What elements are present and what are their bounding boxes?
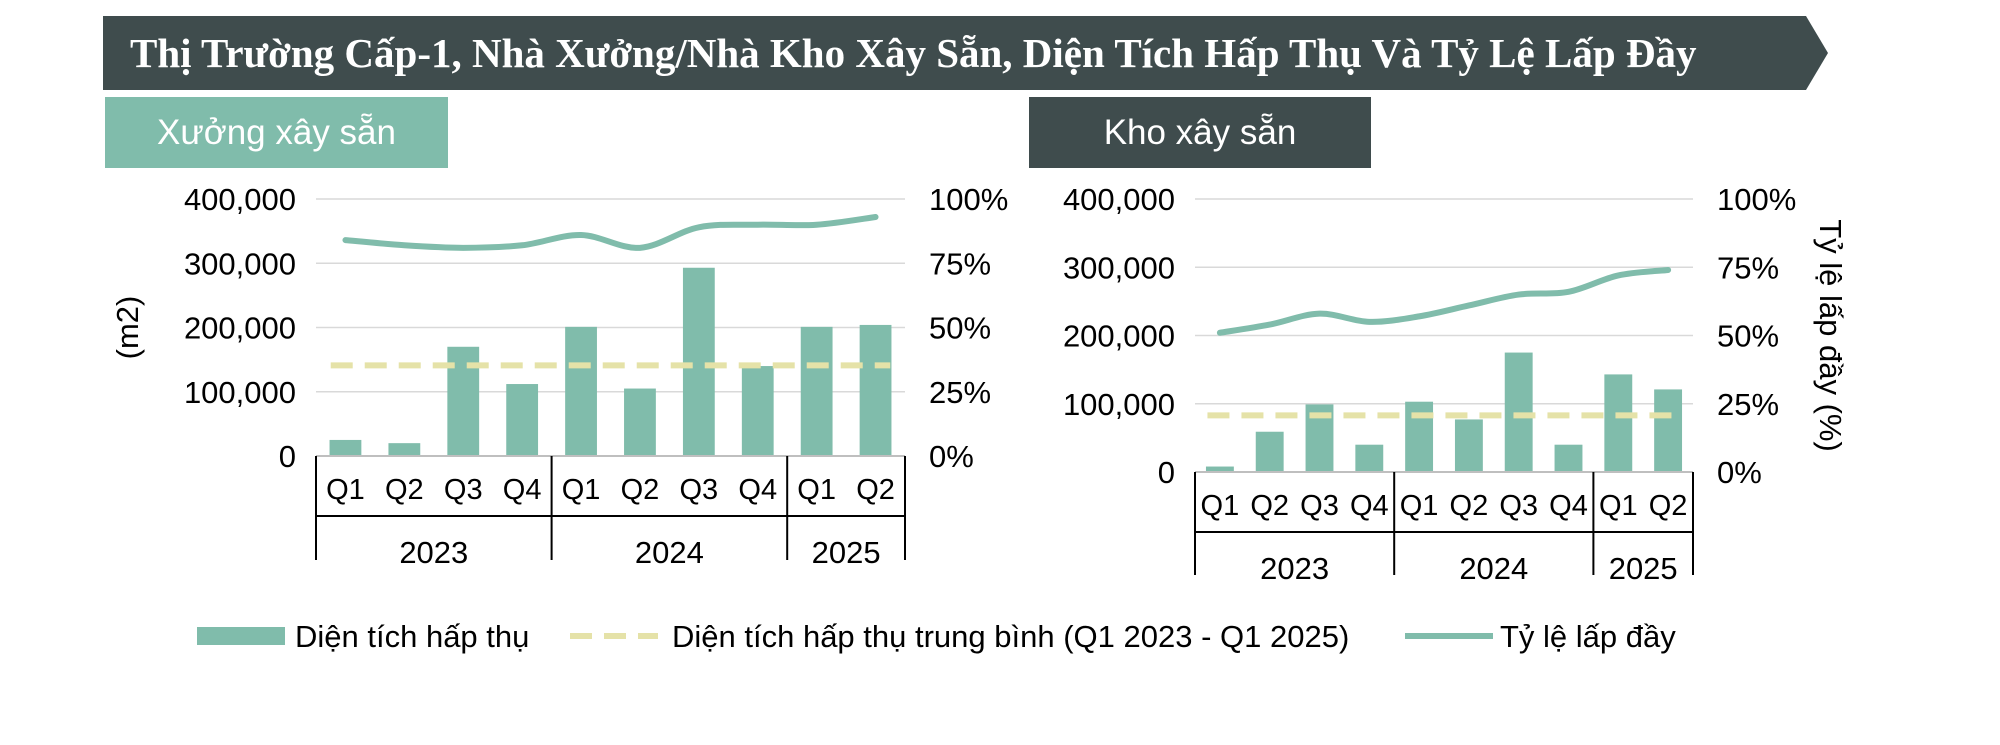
bar <box>1654 389 1683 472</box>
group-label: 2023 <box>1260 551 1329 586</box>
occupancy-line <box>342 213 879 251</box>
bar <box>447 346 480 456</box>
legend-swatch-bar <box>197 627 285 645</box>
x-tick-label: Q1 <box>1599 490 1638 522</box>
x-tick-label: Q4 <box>503 474 542 506</box>
y-axis-title: (m2) <box>110 296 145 360</box>
y-tick-label: 100,000 <box>184 375 296 410</box>
legend-label-average: Diện tích hấp thụ trung bình (Q1 2023 - … <box>672 619 1349 654</box>
x-tick-label: Q3 <box>680 474 719 506</box>
group-label: 2024 <box>635 535 704 570</box>
y2-tick-label: 100% <box>1717 182 1796 217</box>
x-tick-label: Q3 <box>444 474 483 506</box>
legend-label-rate: Tỷ lệ lấp đầy <box>1500 619 1676 654</box>
x-tick-label: Q2 <box>1649 490 1688 522</box>
y2-tick-label: 100% <box>929 182 1008 217</box>
x-tick-label: Q3 <box>1300 490 1339 522</box>
x-tick-label: Q4 <box>738 474 777 506</box>
bar <box>329 439 362 456</box>
y2-tick-label: 0% <box>929 439 974 474</box>
y2-tick-label: 25% <box>929 375 991 410</box>
y-tick-label: 300,000 <box>1063 250 1175 285</box>
x-tick-label: Q2 <box>621 474 660 506</box>
x-tick-label: Q1 <box>797 474 836 506</box>
bar <box>1255 431 1284 472</box>
bar <box>682 267 715 456</box>
x-tick-label: Q2 <box>385 474 424 506</box>
bar <box>741 366 774 456</box>
bar <box>506 384 539 456</box>
y2-tick-label: 75% <box>929 246 991 281</box>
y-tick-label: 400,000 <box>184 182 296 217</box>
bar <box>1554 444 1583 472</box>
x-tick-label: Q4 <box>1350 490 1389 522</box>
y2-tick-label: 50% <box>929 311 991 346</box>
bar <box>1604 374 1633 472</box>
x-tick-label: Q2 <box>1250 490 1289 522</box>
y-tick-label: 400,000 <box>1063 182 1175 217</box>
y2-axis-title: Tỷ lệ lấp đầy (%) <box>1813 219 1848 452</box>
bar <box>565 326 597 456</box>
group-label: 2023 <box>399 535 468 570</box>
y2-tick-label: 75% <box>1717 250 1779 285</box>
x-tick-label: Q4 <box>1549 490 1588 522</box>
x-tick-label: Q1 <box>1400 490 1439 522</box>
bar <box>800 326 833 456</box>
x-tick-label: Q1 <box>326 474 365 506</box>
x-tick-label: Q2 <box>856 474 895 506</box>
y-tick-label: 0 <box>279 439 296 474</box>
panel-label-factory: Xưởng xây sẵn <box>105 97 448 168</box>
y-tick-label: 0 <box>1158 455 1175 490</box>
y2-tick-label: 25% <box>1717 387 1779 422</box>
bar <box>859 324 892 456</box>
group-label: 2025 <box>1609 551 1678 586</box>
x-tick-label: Q1 <box>562 474 601 506</box>
y2-tick-label: 50% <box>1717 319 1779 354</box>
bar <box>1305 404 1334 472</box>
bar <box>624 388 656 456</box>
title-banner <box>103 16 1828 90</box>
bar <box>388 443 421 456</box>
x-tick-label: Q3 <box>1499 490 1538 522</box>
y2-tick-label: 0% <box>1717 455 1762 490</box>
group-label: 2024 <box>1459 551 1528 586</box>
y-tick-label: 200,000 <box>184 311 296 346</box>
bar <box>1355 444 1384 472</box>
legend-label-bar: Diện tích hấp thụ <box>295 619 529 654</box>
page-title: Thị Trường Cấp-1, Nhà Xưởng/Nhà Kho Xây … <box>130 30 1697 76</box>
bar <box>1205 466 1234 472</box>
x-tick-label: Q2 <box>1450 490 1489 522</box>
bar <box>1504 352 1533 472</box>
x-tick-label: Q1 <box>1201 490 1240 522</box>
y-tick-label: 300,000 <box>184 246 296 281</box>
bar <box>1405 401 1434 472</box>
y-tick-label: 100,000 <box>1063 387 1175 422</box>
bar <box>1454 419 1483 472</box>
occupancy-line <box>1216 266 1672 336</box>
panel-label-warehouse: Kho xây sẵn <box>1029 97 1371 168</box>
y-tick-label: 200,000 <box>1063 319 1175 354</box>
group-label: 2025 <box>812 535 881 570</box>
